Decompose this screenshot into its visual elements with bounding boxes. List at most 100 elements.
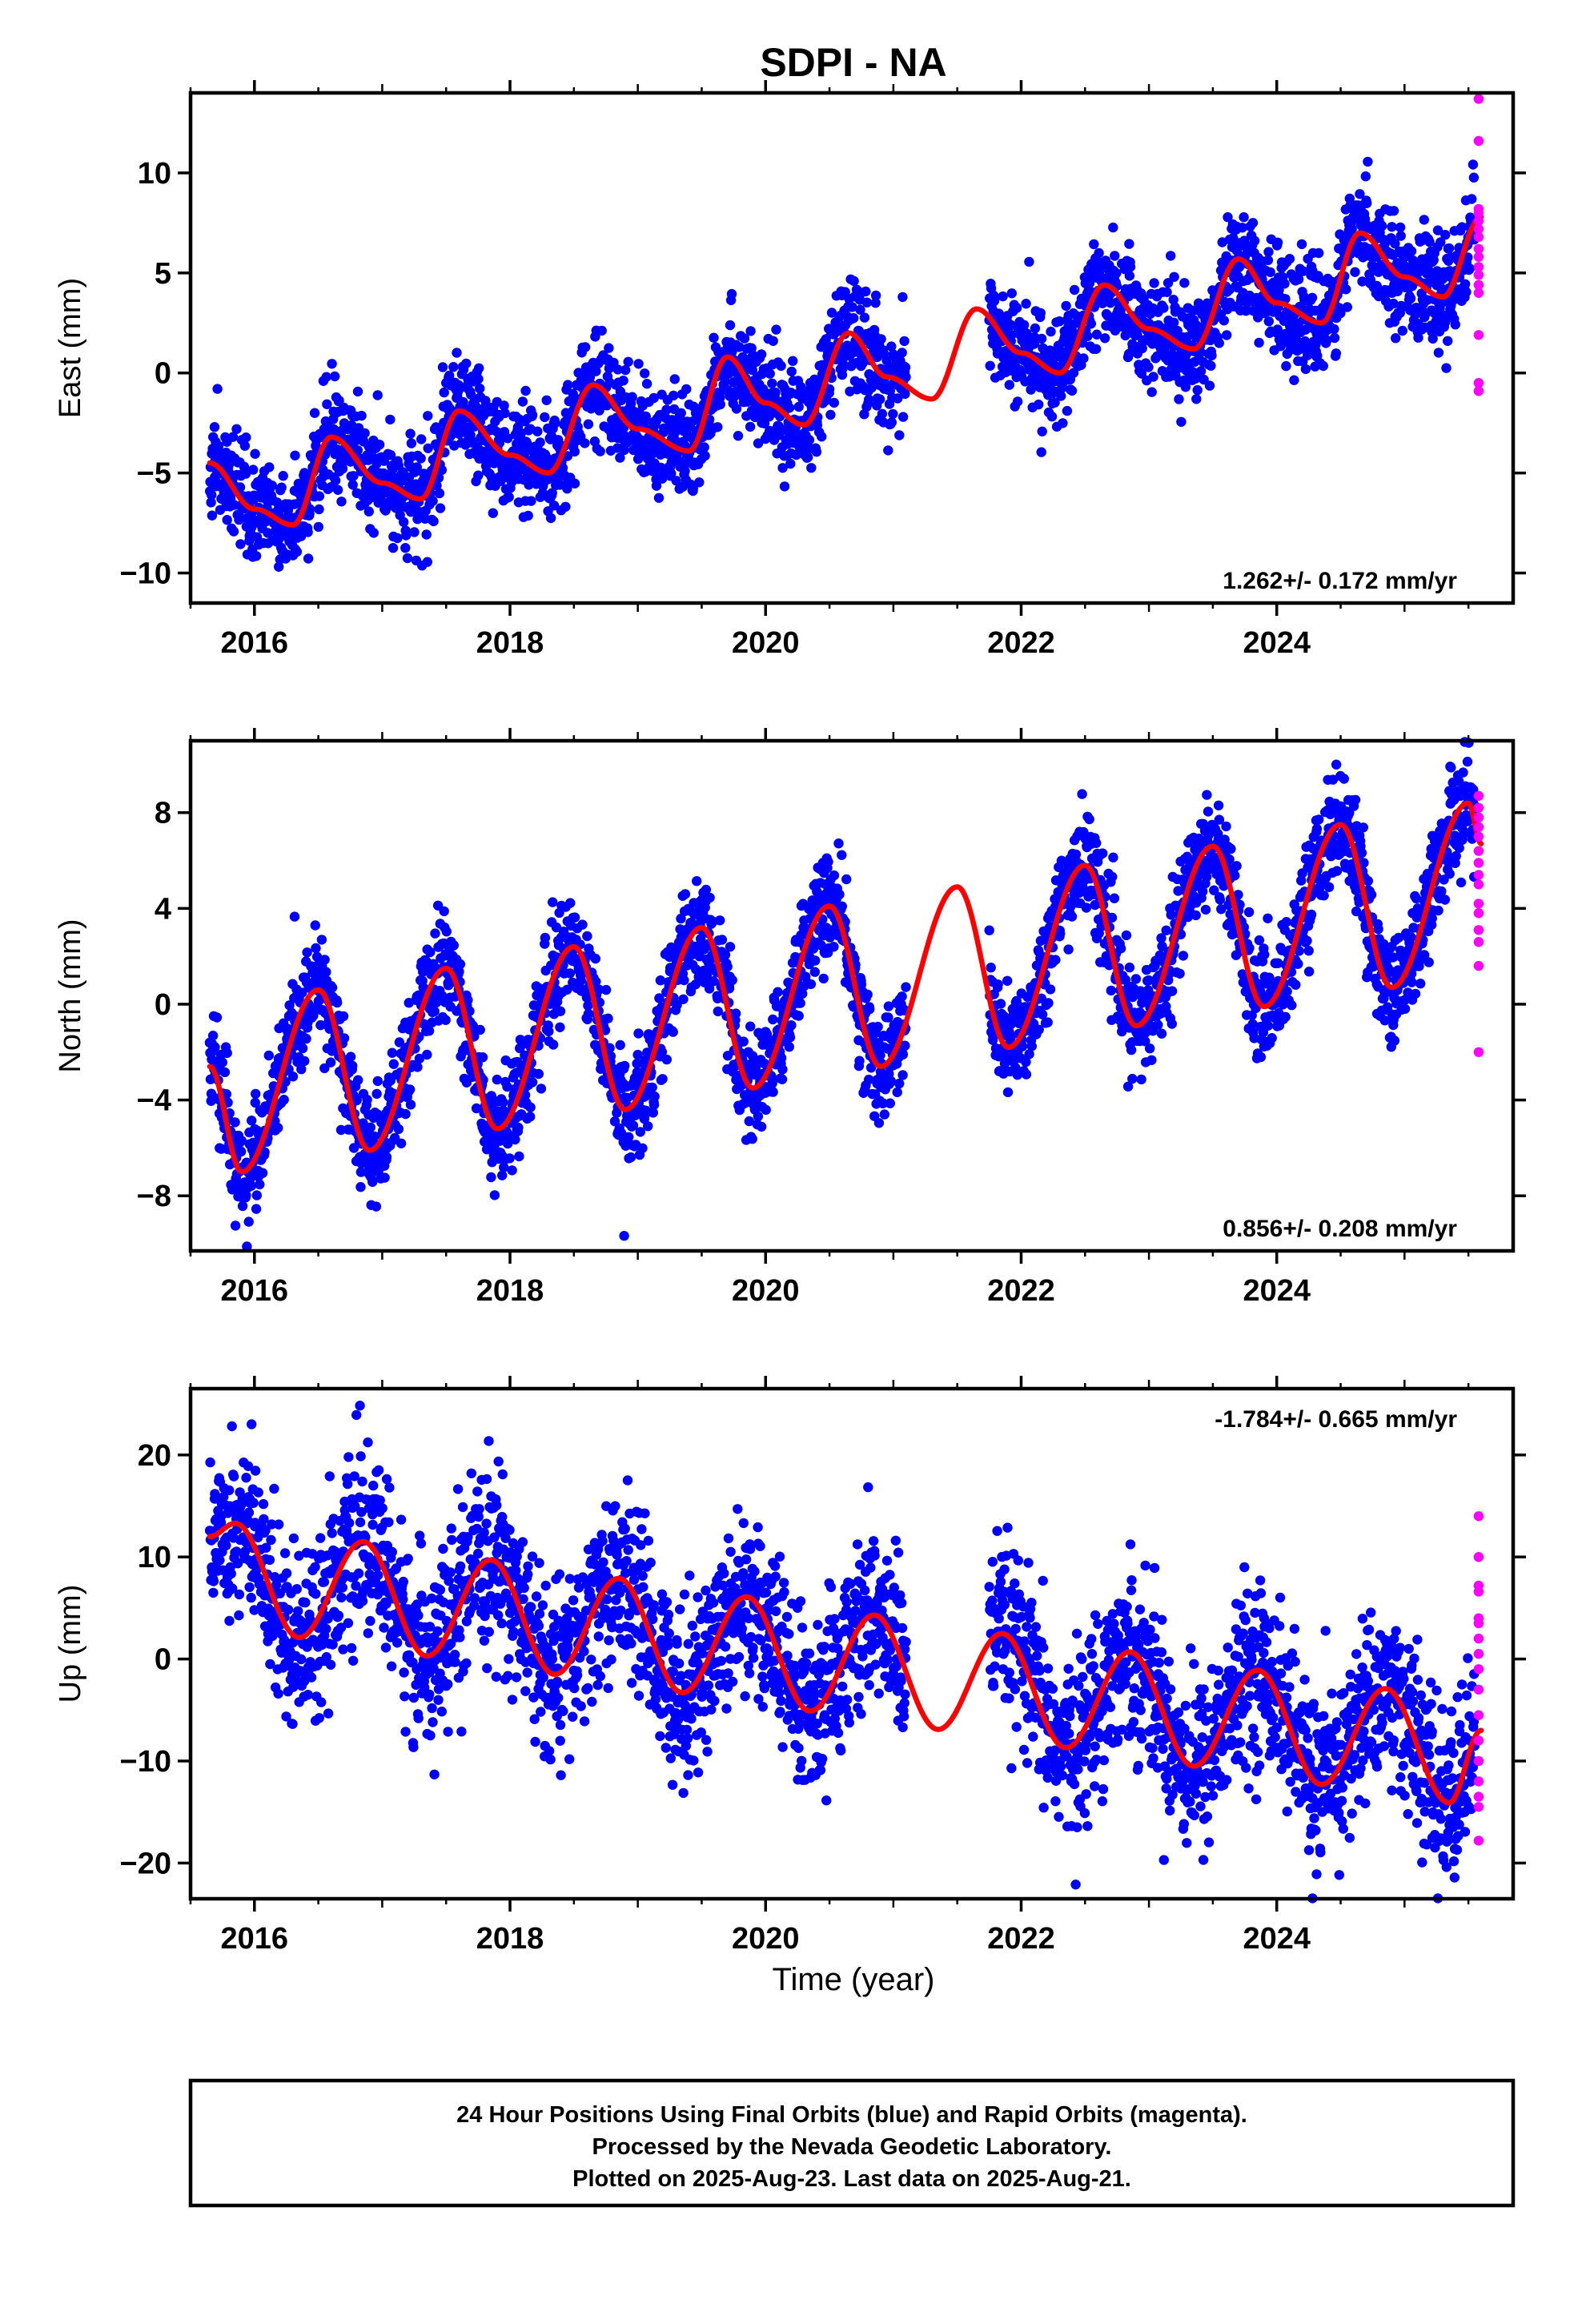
east-point [1362, 198, 1372, 208]
north-point [440, 1015, 451, 1025]
east-point [330, 475, 341, 486]
north-point [455, 959, 466, 970]
east-point [1281, 360, 1291, 372]
north-point [873, 1118, 885, 1128]
north-point [730, 1008, 741, 1019]
north-point [514, 1151, 524, 1162]
east-point [400, 543, 411, 553]
east-point [1192, 384, 1203, 396]
east-point [1089, 239, 1099, 250]
north-point [829, 870, 840, 881]
east-point [321, 372, 331, 382]
north-point [492, 1074, 502, 1085]
east-point [786, 366, 797, 377]
east-point [474, 363, 484, 373]
east-point [1082, 331, 1093, 342]
east-point [240, 468, 251, 479]
east-rapid-point [1473, 135, 1484, 147]
east-point [897, 412, 909, 422]
east-point [263, 528, 273, 538]
east-point [1461, 287, 1472, 297]
north-point [486, 1172, 496, 1183]
north-point [555, 1022, 565, 1033]
east-point [1289, 375, 1299, 385]
east-point [653, 493, 665, 503]
east-point [1450, 320, 1461, 330]
east-point [1443, 336, 1453, 346]
east-point [235, 539, 246, 549]
east-point [372, 390, 383, 400]
east-point [1397, 325, 1408, 336]
east-point [580, 342, 591, 352]
north-point [727, 975, 737, 986]
east-point [439, 387, 449, 398]
north-point [756, 1121, 767, 1132]
east-point [235, 482, 246, 493]
east-point [368, 528, 379, 538]
east-ylabel: East (mm) [54, 278, 87, 418]
east-point [1034, 399, 1044, 410]
east-point [527, 409, 538, 420]
east-point [849, 275, 859, 287]
east-point [669, 390, 679, 401]
north-point [680, 889, 691, 899]
north-point [429, 1006, 440, 1017]
east-point [387, 543, 399, 553]
north-point [372, 1076, 383, 1087]
north-point [995, 999, 1006, 1009]
east-point [248, 464, 259, 475]
east-point [640, 368, 650, 379]
east-point [363, 506, 374, 517]
east-point [267, 480, 277, 491]
y-tick-label: −10 [120, 557, 171, 591]
north-point [362, 1095, 372, 1105]
east-point [897, 292, 908, 303]
east-point [1395, 231, 1406, 241]
east-point [1377, 221, 1387, 231]
north-point [897, 991, 907, 1002]
north-point [984, 925, 994, 935]
north-point [339, 1033, 350, 1043]
east-point [776, 360, 786, 372]
east-point [1143, 362, 1154, 372]
north-point [489, 1190, 500, 1200]
north-point [745, 1021, 756, 1031]
north-point [564, 968, 576, 979]
east-point [733, 431, 744, 441]
east-point [1024, 256, 1034, 267]
east-point [1464, 263, 1476, 274]
east-point [1360, 171, 1371, 182]
north-point [776, 1052, 787, 1063]
east-point [1350, 267, 1360, 277]
east-point [1318, 360, 1329, 372]
east-point [540, 412, 550, 423]
north-point [310, 920, 320, 931]
north-point [901, 982, 911, 992]
north-point [885, 1098, 896, 1108]
north-point [603, 1013, 613, 1023]
north-point [1002, 975, 1013, 987]
east-point [1272, 237, 1283, 247]
north-point [287, 1072, 299, 1082]
east-point [1265, 267, 1275, 278]
east-point [1247, 218, 1259, 228]
north-point [235, 1146, 247, 1157]
north-point [222, 1047, 232, 1059]
east-point [1111, 267, 1122, 279]
east-point [356, 410, 367, 421]
north-point [986, 963, 996, 973]
east-point [1341, 284, 1351, 295]
east-point [886, 417, 897, 428]
east-point [517, 396, 528, 407]
east-point [745, 326, 756, 336]
east-point [1046, 412, 1058, 422]
east-point [623, 356, 633, 367]
east-point [406, 438, 417, 448]
north-point [1002, 1087, 1014, 1098]
east-point [560, 501, 571, 512]
east-point [1206, 360, 1216, 371]
east-point [1086, 319, 1097, 329]
east-point [1036, 447, 1046, 457]
east-point [526, 496, 536, 506]
north-point [247, 1116, 257, 1126]
